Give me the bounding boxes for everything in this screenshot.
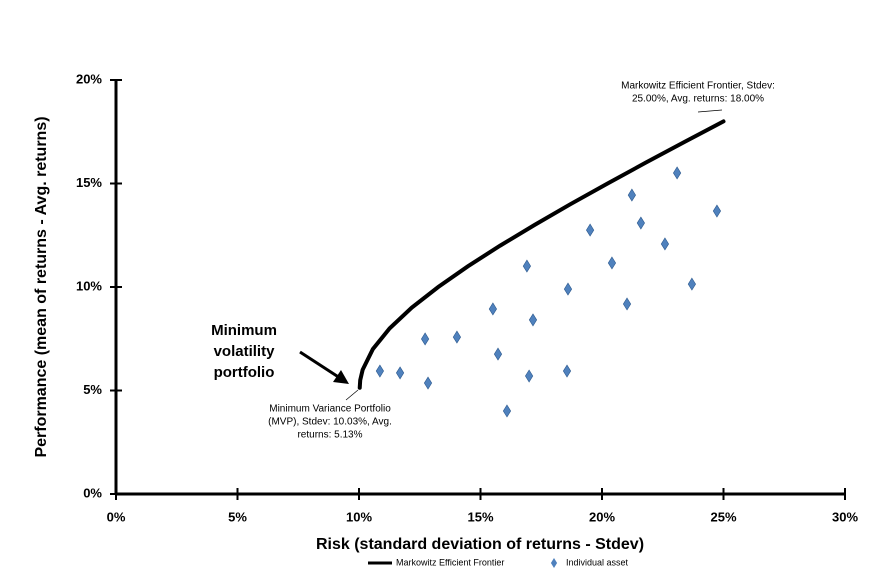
annotation-text: (MVP), Stdev: 10.03%, Avg. [268,417,392,428]
x-axis-title: Risk (standard deviation of returns - St… [316,536,644,553]
annotation-text: 25.00%, Avg. returns: 18.00% [632,94,764,105]
asset-point [622,297,632,311]
asset-point [421,332,430,346]
asset-point [522,259,531,273]
asset-point [563,282,573,296]
asset-point [607,256,617,270]
annotation-text: volatility [214,343,276,360]
y-tick-label: 15% [76,175,102,190]
x-tick-label: 5% [228,509,247,524]
x-tick-label: 0% [107,509,126,524]
arrow-head [333,370,349,384]
annotation-text: Markowitz Efficient Frontier, Stdev: [621,81,775,92]
arrow-shaft [299,350,341,380]
x-tick-label: 25% [710,509,736,524]
x-tick-label: 30% [832,509,858,524]
asset-point [627,188,636,202]
leader-line [345,389,359,401]
legend-label: Markowitz Efficient Frontier [396,557,504,567]
asset-point [502,404,512,418]
annotation-text: portfolio [214,364,275,381]
frontier-line [357,119,726,390]
x-tick-label: 15% [467,509,493,524]
x-tick-label: 20% [589,509,615,524]
annotation-text: Minimum [211,322,277,339]
asset-point [673,166,682,180]
legend-label: Individual asset [566,557,629,567]
annotation-text: Minimum Variance Portfolio [269,404,391,415]
asset-point [488,302,497,316]
asset-point [562,364,572,378]
asset-point [452,330,462,344]
asset-point [636,216,645,230]
asset-point [528,313,538,327]
annotation-text: returns: 5.13% [297,430,362,441]
y-tick-label: 5% [83,382,102,397]
asset-point [687,277,696,291]
y-tick-label: 10% [76,278,102,293]
leader-line [697,109,723,113]
asset-point [493,347,503,361]
y-tick-label: 0% [83,485,102,500]
x-tick-label: 10% [346,509,372,524]
y-tick-label: 20% [76,71,102,86]
asset-point [586,223,595,237]
asset-point [395,366,405,380]
asset-point [525,369,534,383]
y-axis-title: Performance (mean of returns - Avg. retu… [33,116,50,457]
asset-point [375,364,384,378]
asset-point [712,204,722,218]
asset-point [660,237,670,251]
asset-point [423,376,433,390]
legend-swatch [550,558,558,568]
